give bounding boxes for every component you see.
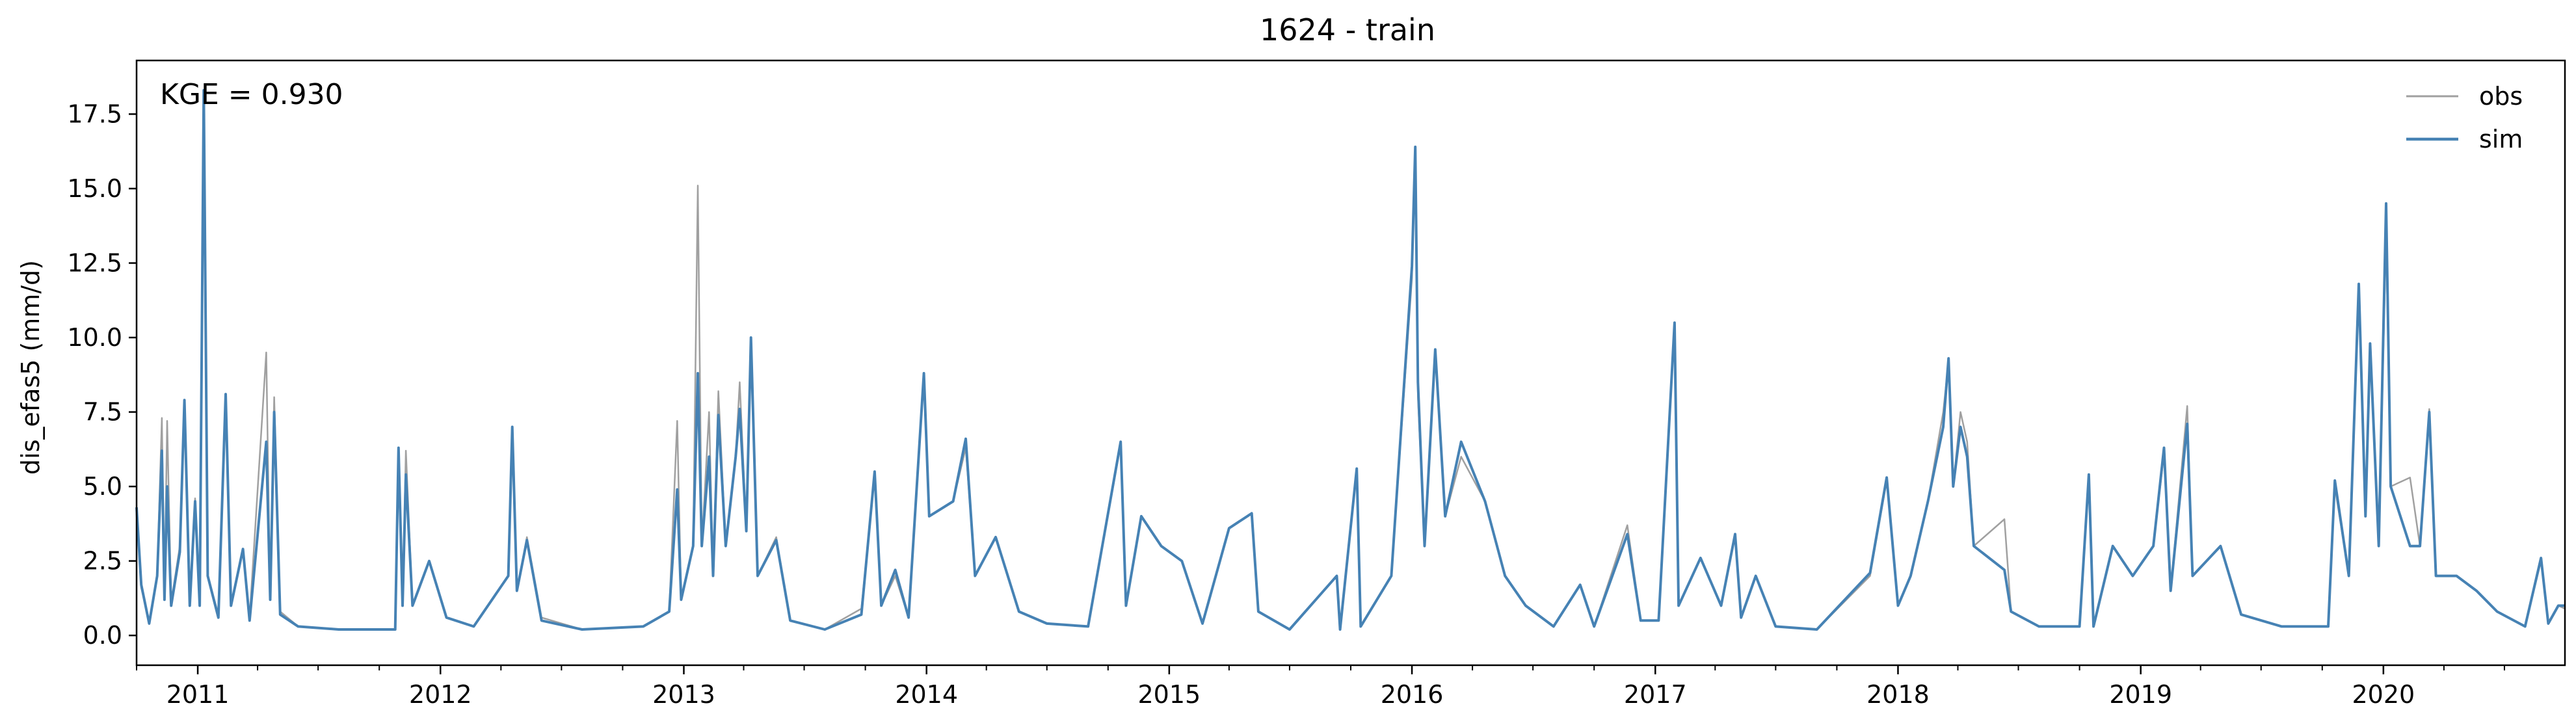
x-tick-label: 2017 xyxy=(1624,680,1687,709)
x-tick-label: 2012 xyxy=(409,680,472,709)
legend-label-sim: sim xyxy=(2479,125,2523,153)
y-tick-label: 2.5 xyxy=(83,547,122,575)
kge-annotation: KGE = 0.930 xyxy=(160,78,343,111)
x-tick-label: 2011 xyxy=(166,680,230,709)
y-tick-label: 0.0 xyxy=(83,621,122,650)
x-tick-label: 2013 xyxy=(652,680,715,709)
y-tick-label: 7.5 xyxy=(83,398,122,427)
x-tick-label: 2015 xyxy=(1138,680,1201,709)
y-tick-label: 12.5 xyxy=(67,249,122,278)
x-tick-label: 2018 xyxy=(1866,680,1930,709)
x-axis: 2011 2012 2013 2014 2015 2016 2017 2018 2019 2020 xyxy=(136,665,2505,709)
x-tick-label: 2014 xyxy=(895,680,958,709)
x-tick-label: 2020 xyxy=(2352,680,2415,709)
chart-title: 1624 - train xyxy=(1260,12,1435,47)
y-tick-label: 15.0 xyxy=(67,174,122,203)
plot-area-frame xyxy=(135,59,2566,667)
y-axis-title: dis_efas5 (mm/d) xyxy=(16,260,45,475)
legend: obs sim xyxy=(2406,82,2523,153)
y-axis: 0.0 2.5 5.0 7.5 10.0 12.5 15.0 17.5 xyxy=(67,99,137,650)
y-tick-label: 17.5 xyxy=(67,99,122,128)
x-tick-label: 2016 xyxy=(1381,680,1444,709)
series-line-sim xyxy=(135,88,2565,631)
legend-label-obs: obs xyxy=(2479,82,2523,111)
series-layer xyxy=(135,88,2566,631)
y-tick-label: 10.0 xyxy=(67,323,122,352)
x-tick-label: 2019 xyxy=(2109,680,2172,709)
y-tick-label: 5.0 xyxy=(83,472,122,501)
